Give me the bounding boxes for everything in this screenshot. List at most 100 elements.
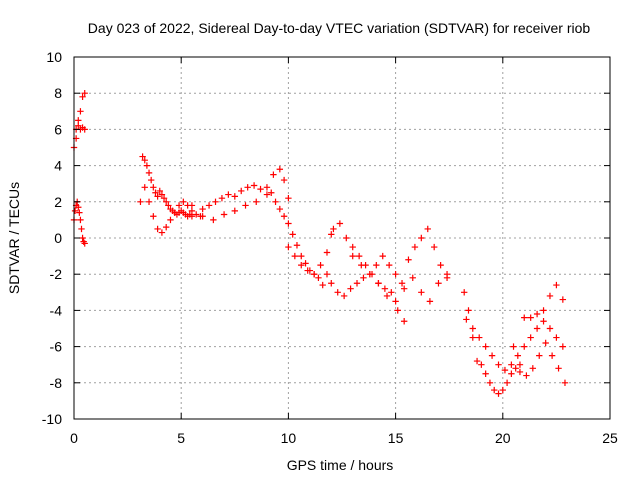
data-point — [220, 211, 228, 218]
data-point — [533, 310, 541, 318]
data-point — [512, 365, 519, 372]
data-point — [205, 202, 213, 209]
data-point — [180, 198, 187, 205]
data-point — [293, 242, 301, 249]
x-tick-label: 20 — [495, 430, 511, 446]
data-point — [482, 370, 489, 377]
data-point — [160, 194, 168, 202]
data-point — [508, 370, 515, 377]
data-point — [162, 223, 170, 231]
data-point — [398, 280, 406, 287]
data-point — [514, 352, 522, 359]
data-point — [501, 366, 509, 374]
data-point — [340, 292, 348, 300]
data-point — [334, 289, 341, 296]
data-point — [385, 261, 393, 269]
data-point — [75, 122, 82, 129]
data-point — [405, 256, 412, 263]
chart-title: Day 023 of 2022, Sidereal Day-to-day VTE… — [88, 20, 591, 36]
y-tick-label: 10 — [46, 49, 62, 65]
data-point — [469, 325, 476, 332]
data-point — [231, 193, 238, 200]
data-point — [358, 261, 365, 269]
data-point — [280, 213, 288, 220]
data-point — [516, 368, 524, 376]
data-point — [242, 202, 249, 209]
data-point — [548, 352, 556, 359]
data-point — [238, 187, 245, 195]
data-point — [529, 365, 537, 372]
data-point — [559, 343, 567, 350]
data-point — [317, 261, 324, 269]
data-point — [349, 252, 356, 260]
data-point — [330, 225, 337, 233]
data-point — [310, 271, 318, 278]
data-point — [435, 280, 442, 287]
data-point — [540, 307, 547, 314]
data-point — [268, 189, 275, 196]
data-point — [392, 298, 399, 305]
data-point — [152, 189, 159, 196]
y-tick-label: -8 — [50, 375, 63, 391]
data-point — [263, 191, 271, 198]
data-point — [418, 289, 425, 296]
data-point — [79, 234, 86, 242]
data-point — [199, 205, 206, 213]
x-tick-label: 15 — [388, 430, 404, 446]
data-point — [145, 169, 153, 177]
data-point — [411, 243, 419, 251]
data-point — [210, 216, 217, 224]
data-point — [188, 207, 196, 215]
data-point — [137, 198, 144, 205]
data-point — [366, 271, 374, 278]
data-point — [141, 184, 148, 191]
axis-ticks: 0 5 10 15 20 25 -10 -8 -6 -4 -2 0 2 4 6 8 10 — [42, 49, 618, 446]
data-point — [302, 260, 309, 267]
data-point — [546, 325, 554, 332]
data-point — [218, 194, 226, 202]
data-point — [175, 202, 183, 209]
data-point — [424, 225, 431, 233]
data-point — [162, 198, 170, 205]
data-point — [298, 261, 305, 269]
data-point — [488, 352, 496, 359]
x-tick-label: 0 — [70, 430, 78, 446]
data-point — [553, 281, 560, 289]
data-point — [561, 379, 569, 386]
data-point — [491, 386, 498, 394]
data-point — [270, 171, 277, 178]
data-point — [503, 379, 511, 386]
data-point — [555, 365, 562, 372]
data-point — [559, 296, 567, 303]
data-point — [328, 231, 335, 238]
data-points — [70, 90, 569, 397]
data-point — [150, 213, 157, 220]
data-point — [285, 243, 292, 251]
data-point — [141, 156, 148, 164]
data-point — [523, 372, 530, 379]
data-point — [373, 261, 380, 269]
data-point — [156, 187, 163, 195]
data-point — [418, 234, 425, 242]
y-axis-label: SDTVAR / TECUs — [6, 182, 22, 294]
data-point — [188, 213, 196, 220]
data-point — [285, 220, 292, 227]
data-point — [276, 205, 284, 213]
data-point — [510, 343, 517, 350]
data-point — [225, 191, 232, 198]
data-point — [165, 202, 172, 209]
data-point — [77, 216, 84, 224]
data-point — [409, 274, 416, 282]
data-point — [81, 90, 88, 97]
y-tick-label: -6 — [50, 339, 63, 355]
data-point — [147, 176, 155, 184]
data-point — [150, 184, 157, 191]
data-point — [263, 184, 271, 191]
data-point — [145, 198, 153, 205]
data-point — [533, 325, 541, 332]
data-point — [347, 285, 354, 292]
data-point — [540, 318, 547, 325]
data-point — [250, 182, 258, 189]
data-point — [319, 281, 326, 289]
